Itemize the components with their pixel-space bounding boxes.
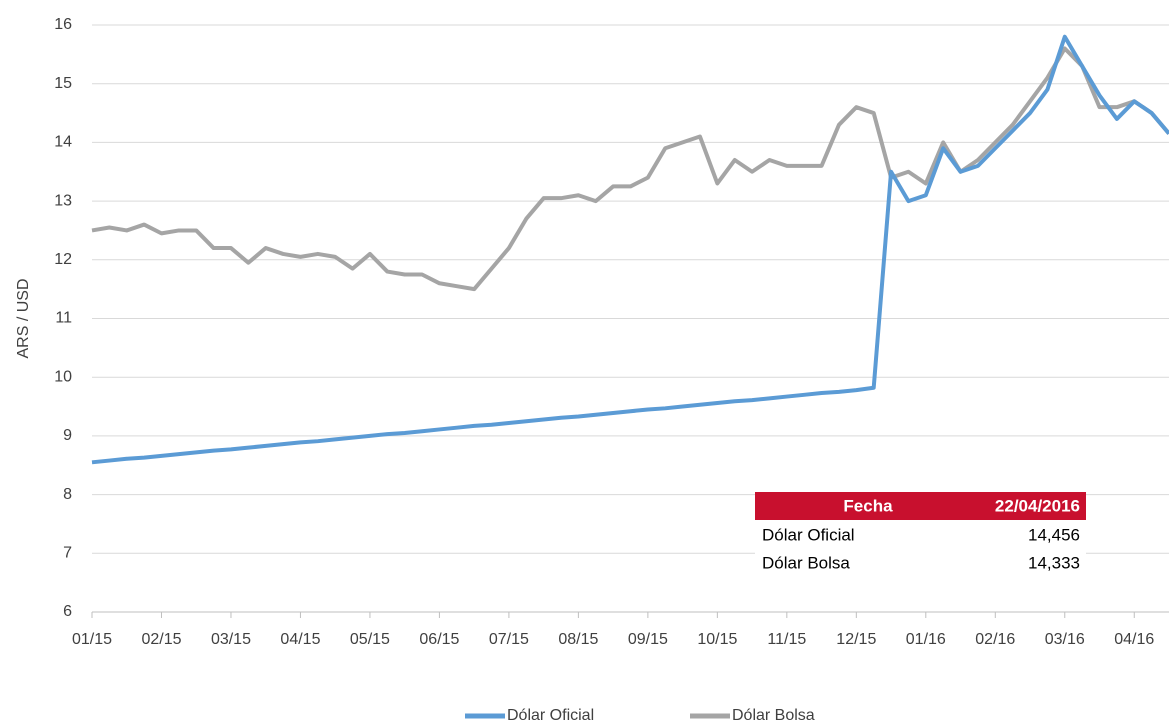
table-cell: Dólar Oficial <box>762 525 855 544</box>
series-line <box>91 46 1169 292</box>
x-tick-label: 07/15 <box>489 631 529 648</box>
x-tick-label: 06/15 <box>419 631 459 648</box>
y-tick-label: 10 <box>54 368 72 385</box>
y-tick-label: 11 <box>55 310 72 327</box>
table-header <box>755 492 1086 520</box>
x-tick-label: 02/16 <box>975 631 1015 648</box>
y-tick-label: 7 <box>63 545 72 562</box>
x-tick-label: 01/15 <box>72 631 112 648</box>
legend-label: Dólar Oficial <box>507 707 594 724</box>
x-tick-label: 04/16 <box>1114 631 1154 648</box>
x-tick-label: 08/15 <box>558 631 598 648</box>
x-tick-label: 12/15 <box>836 631 876 648</box>
legend-label: Dólar Bolsa <box>732 707 815 724</box>
y-tick-label: 13 <box>54 192 72 209</box>
y-tick-label: 12 <box>54 251 72 268</box>
y-axis-label: ARS / USD <box>15 278 32 358</box>
x-tick-label: 10/15 <box>697 631 737 648</box>
table-header-cell: 22/04/2016 <box>995 496 1080 515</box>
x-tick-label: 04/15 <box>280 631 320 648</box>
x-tick-label: 03/16 <box>1045 631 1085 648</box>
table-header-cell: Fecha <box>843 496 893 515</box>
y-tick-label: 8 <box>63 486 72 503</box>
x-tick-label: 03/15 <box>211 631 251 648</box>
y-tick-label: 9 <box>63 427 72 444</box>
table-cell: Dólar Bolsa <box>762 553 850 572</box>
y-tick-label: 16 <box>54 16 72 33</box>
series-line <box>91 34 1169 465</box>
x-tick-label: 11/15 <box>767 631 806 648</box>
y-tick-label: 14 <box>54 134 72 151</box>
table-cell: 14,456 <box>1028 525 1080 544</box>
x-tick-label: 01/16 <box>906 631 946 648</box>
y-tick-label: 6 <box>63 603 72 620</box>
x-tick-label: 09/15 <box>628 631 668 648</box>
table-row <box>755 550 1086 578</box>
table-row <box>755 522 1086 550</box>
x-tick-label: 02/15 <box>141 631 181 648</box>
x-tick-label: 05/15 <box>350 631 390 648</box>
y-tick-label: 15 <box>54 75 72 92</box>
table-cell: 14,333 <box>1028 553 1080 572</box>
